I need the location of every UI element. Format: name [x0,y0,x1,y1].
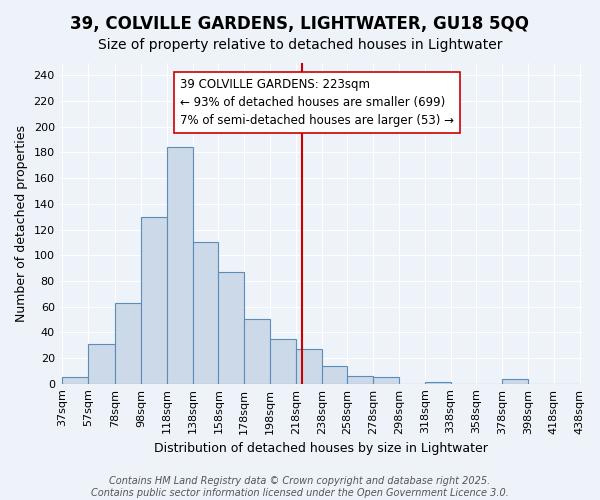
Bar [373,378,399,384]
Bar [425,382,451,384]
Text: 39 COLVILLE GARDENS: 223sqm
← 93% of detached houses are smaller (699)
7% of sem: 39 COLVILLE GARDENS: 223sqm ← 93% of det… [179,78,454,127]
Bar [62,378,88,384]
Bar [296,349,322,384]
X-axis label: Distribution of detached houses by size in Lightwater: Distribution of detached houses by size … [154,442,488,455]
Bar [88,344,115,384]
Bar [141,216,167,384]
Bar [167,148,193,384]
Bar [115,302,141,384]
Bar [347,376,373,384]
Y-axis label: Number of detached properties: Number of detached properties [15,124,28,322]
Text: Contains HM Land Registry data © Crown copyright and database right 2025.
Contai: Contains HM Land Registry data © Crown c… [91,476,509,498]
Bar [270,338,296,384]
Bar [502,378,528,384]
Bar [244,320,270,384]
Bar [193,242,218,384]
Text: Size of property relative to detached houses in Lightwater: Size of property relative to detached ho… [98,38,502,52]
Bar [322,366,347,384]
Bar [218,272,244,384]
Text: 39, COLVILLE GARDENS, LIGHTWATER, GU18 5QQ: 39, COLVILLE GARDENS, LIGHTWATER, GU18 5… [71,15,530,33]
